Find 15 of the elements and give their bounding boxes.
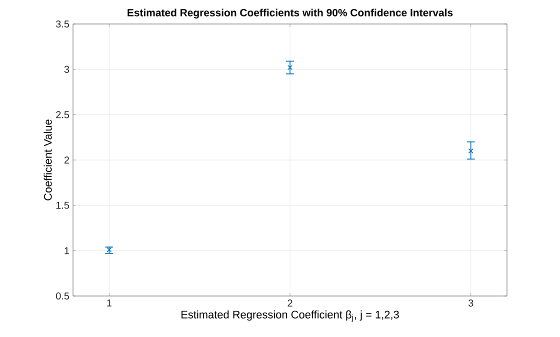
y-tick-label: 3: [64, 66, 70, 73]
y-tick-label: 3.5: [56, 20, 70, 28]
y-tick-label: 2.5: [56, 111, 70, 118]
y-tick-label: 1.5: [56, 202, 70, 209]
y-tick-label: 0.5: [56, 292, 70, 300]
x-tick-label: 1: [107, 300, 112, 306]
x-tick-label: 3: [468, 300, 474, 307]
y-tick-label: 1: [64, 247, 69, 254]
x-tick-label: 2: [288, 300, 292, 306]
point: [287, 65, 293, 70]
y-axis-title: Coefficient Value: [44, 120, 52, 200]
chart-title: Estimated Regression Coefficients with 90% Confidence Intervals: [128, 8, 453, 18]
x-axis-title: Estimated Regression Coefficient β$_{j}$, j = 1,2,3: [182, 310, 399, 322]
y-tick-label: 2: [64, 156, 69, 164]
point: [468, 148, 474, 154]
